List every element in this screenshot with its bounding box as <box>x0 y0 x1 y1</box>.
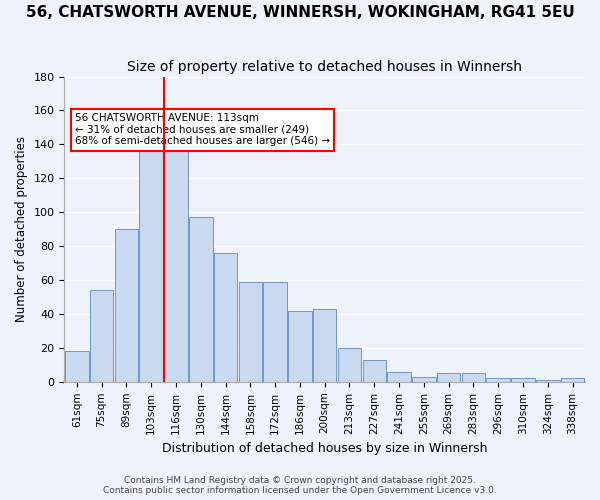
Bar <box>461 374 485 382</box>
Bar <box>536 380 560 382</box>
Bar <box>387 372 411 382</box>
Bar <box>65 352 89 382</box>
Bar <box>487 378 510 382</box>
Bar <box>362 360 386 382</box>
Text: Contains HM Land Registry data © Crown copyright and database right 2025.
Contai: Contains HM Land Registry data © Crown c… <box>103 476 497 495</box>
Bar <box>189 218 212 382</box>
Bar <box>511 378 535 382</box>
Bar <box>239 282 262 382</box>
Bar <box>139 151 163 382</box>
Bar <box>561 378 584 382</box>
Bar <box>263 282 287 382</box>
Bar <box>214 253 238 382</box>
Bar <box>115 229 138 382</box>
Text: 56 CHATSWORTH AVENUE: 113sqm
← 31% of detached houses are smaller (249)
68% of s: 56 CHATSWORTH AVENUE: 113sqm ← 31% of de… <box>75 113 330 146</box>
Bar <box>288 310 311 382</box>
Bar <box>412 376 436 382</box>
Text: 56, CHATSWORTH AVENUE, WINNERSH, WOKINGHAM, RG41 5EU: 56, CHATSWORTH AVENUE, WINNERSH, WOKINGH… <box>26 5 574 20</box>
Bar <box>338 348 361 382</box>
Bar <box>313 309 337 382</box>
Bar <box>90 290 113 382</box>
Bar <box>437 374 460 382</box>
Bar <box>164 138 188 382</box>
Title: Size of property relative to detached houses in Winnersh: Size of property relative to detached ho… <box>127 60 522 74</box>
X-axis label: Distribution of detached houses by size in Winnersh: Distribution of detached houses by size … <box>162 442 487 455</box>
Y-axis label: Number of detached properties: Number of detached properties <box>15 136 28 322</box>
